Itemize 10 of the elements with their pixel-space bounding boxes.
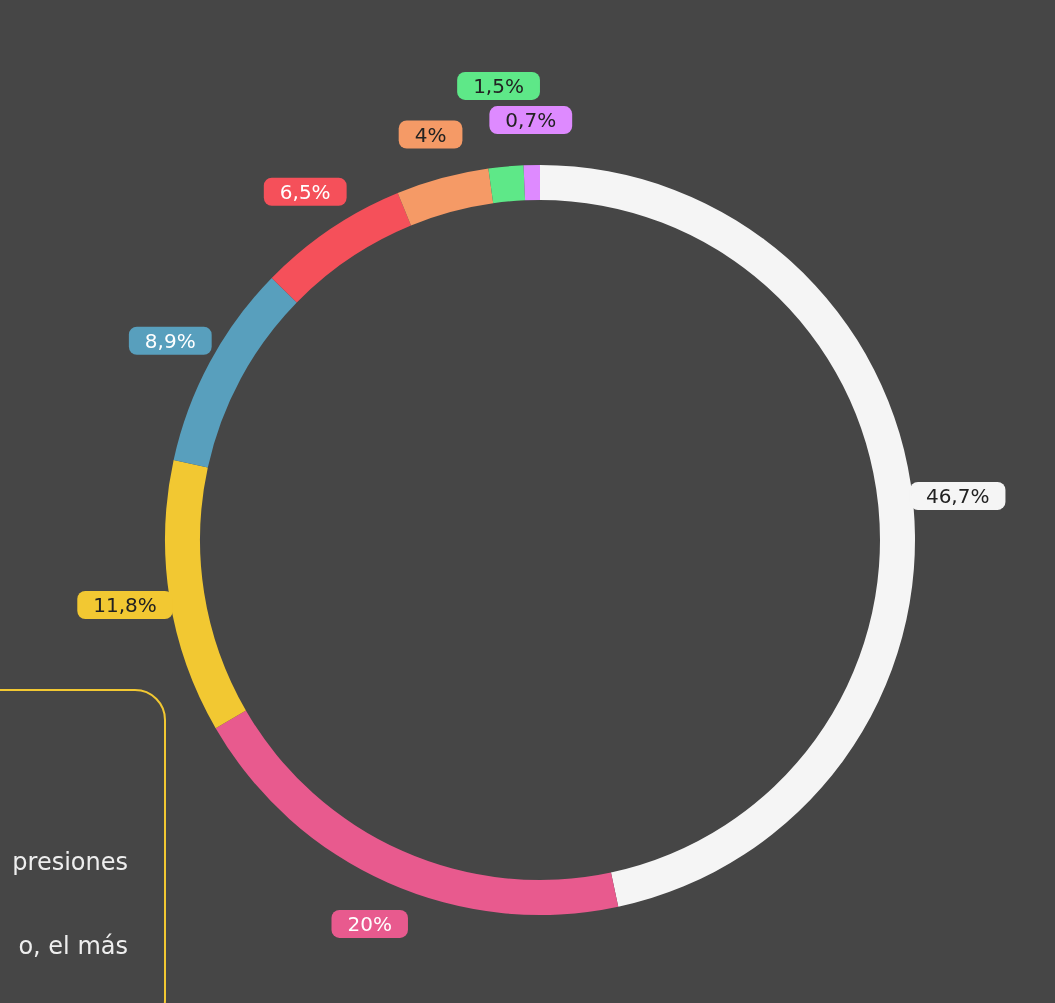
data-label: 0,7% (505, 108, 557, 133)
text: presiones (12, 848, 128, 876)
data-label: 46,7% (925, 483, 990, 508)
data-label: 20% (347, 911, 392, 936)
data-label: 8,9% (144, 328, 196, 353)
data-label: 11,8% (93, 592, 157, 617)
data-label: 4% (414, 122, 447, 147)
data-label: 1,5% (473, 73, 524, 98)
data-label: 6,5% (279, 179, 331, 204)
text: o, el más (18, 932, 128, 960)
